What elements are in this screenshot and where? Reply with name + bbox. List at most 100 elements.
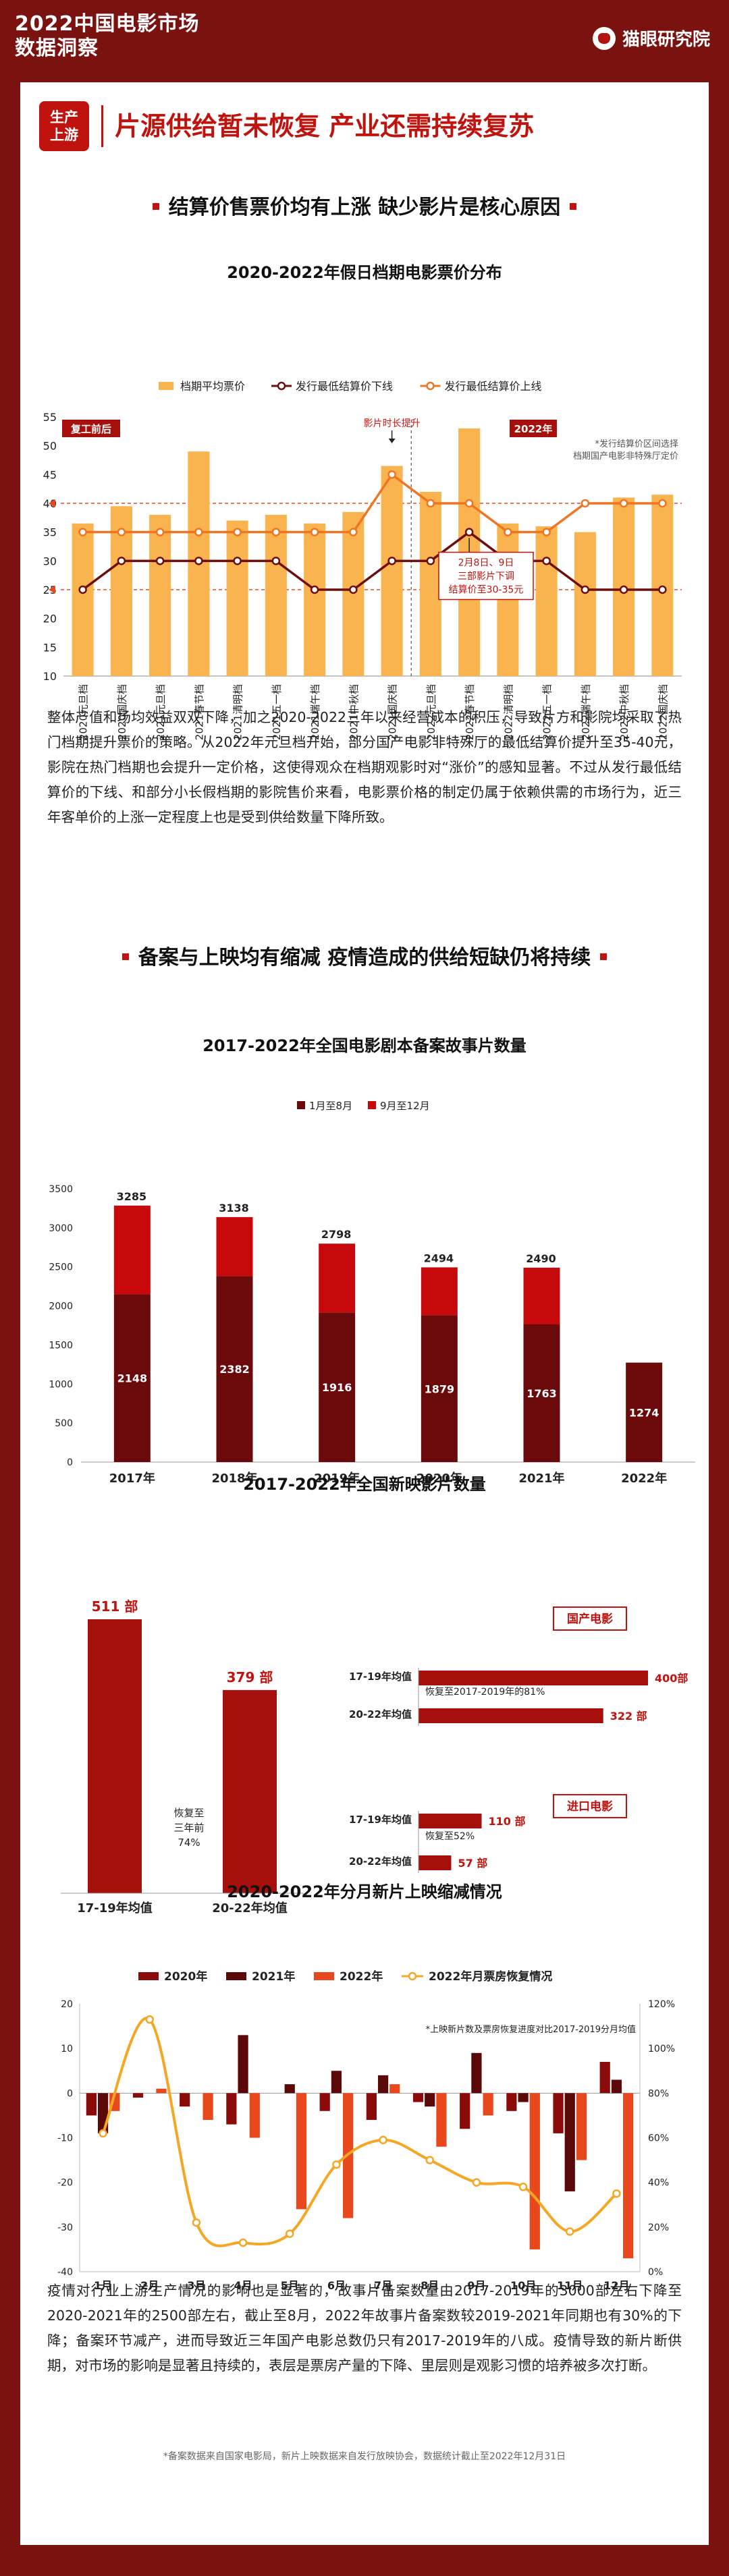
x-tick-label: 2022中秋档 <box>618 684 630 740</box>
bar <box>419 491 441 676</box>
bar <box>319 2093 330 2111</box>
group-tag-label: 国产电影 <box>567 1612 613 1626</box>
bar <box>97 2093 109 2133</box>
annotation-label: 影片时长提升 <box>364 418 421 429</box>
bar <box>529 2093 540 2249</box>
line-point <box>426 557 435 565</box>
y-tick-label: 0 <box>67 1457 73 1468</box>
bullet-square-icon <box>152 202 159 210</box>
y-tick-label: 20 <box>43 613 57 625</box>
bar <box>381 466 403 676</box>
bar <box>599 2062 610 2094</box>
x-tick-label: 2021端午档 <box>309 684 321 740</box>
y-tick-label: 35 <box>43 526 57 539</box>
y2-tick-label: 40% <box>648 2178 669 2189</box>
line-point <box>425 2156 434 2164</box>
line-point <box>542 557 551 565</box>
line-point <box>379 2135 387 2145</box>
x-tick-label: 2021春节档 <box>193 684 205 740</box>
paragraph-2: 疫情对行业上游生产情况的影响也是显著的，故事片备案数量由2017-2019年的3… <box>47 2283 682 2374</box>
x-tick-label: 2017年 <box>109 1471 155 1486</box>
line-point <box>117 557 126 565</box>
line-point <box>387 470 396 479</box>
x-tick-label: 2022春节档 <box>464 684 476 740</box>
legend-swatch <box>138 1972 159 1980</box>
x-tick-label: 3月 <box>187 2279 205 2292</box>
bullet-square-icon <box>122 953 129 960</box>
bar-segment <box>523 1267 560 1324</box>
bar-segment <box>626 1362 663 1462</box>
x-tick-label: 8月 <box>421 2279 439 2292</box>
row-label: 20-22年均值 <box>349 1708 412 1720</box>
bar <box>574 532 596 676</box>
bar <box>238 2035 248 2094</box>
bar-segment <box>113 1205 151 1295</box>
row-label: 20-22年均值 <box>349 1855 412 1868</box>
chart4-title: 2020-2022年分月新片上映缩减情况 <box>227 1882 502 1901</box>
series-line <box>82 472 663 534</box>
y-tick-label: 20 <box>61 1999 73 2010</box>
line-point <box>504 528 512 536</box>
divider <box>101 105 103 147</box>
line-point <box>658 585 667 594</box>
script-filing-chart: 1月至8月 9月至12月 0 500 1000 1500 2000 2500 3000 3500 2… <box>49 1100 695 1486</box>
bar-total-label: 2494 <box>424 1252 454 1264</box>
bar <box>418 1814 482 1828</box>
bullet-square-icon <box>570 202 577 210</box>
y-tick-label: 10 <box>43 670 57 683</box>
bar-segment <box>216 1216 253 1277</box>
y-tick-label: 500 <box>55 1418 73 1429</box>
x-tick-label: 2022国庆档 <box>657 684 669 740</box>
x-tick-label: 2018年 <box>211 1471 257 1486</box>
legend-swatch <box>297 1101 305 1109</box>
bar-segment <box>319 1243 356 1313</box>
bar <box>389 2084 400 2094</box>
y-tick-label: -30 <box>57 2222 73 2233</box>
line-point <box>271 557 281 565</box>
bar <box>518 2093 529 2102</box>
legend-label: 2022年月票房恢复情况 <box>429 1969 552 1984</box>
y-tick-label: -40 <box>57 2267 73 2278</box>
x-tick-label: 2022端午档 <box>580 684 592 740</box>
line-point <box>580 499 590 508</box>
line-point <box>271 528 281 536</box>
y-tick-label: 10 <box>61 2044 73 2054</box>
bar-value-label: 1916 <box>322 1381 352 1394</box>
bar-value-label: 379 部 <box>227 1669 273 1685</box>
x-tick-label: 2月 <box>140 2279 159 2292</box>
bar-segment <box>113 1294 151 1462</box>
monthly-release-chart: 2020年 2021年 2022年 2022年月票房恢复情况 20 10 0 -10 -20 -3… <box>57 1969 675 2292</box>
bar-value-label: 1763 <box>526 1387 557 1400</box>
bar <box>284 2084 295 2094</box>
line-point <box>194 557 203 565</box>
y-tick-label: 3500 <box>49 1184 73 1195</box>
callout-text: 2月8日、9日 <box>458 558 514 569</box>
y-tick-label: 50 <box>43 440 57 453</box>
reference-arrow-icon <box>49 586 55 594</box>
x-tick-label: 20-22年均值 <box>212 1901 288 1915</box>
chart-note: 档期国产电影非特殊厅定价 <box>573 451 678 461</box>
period-tag <box>62 420 120 437</box>
line-point <box>286 2229 294 2239</box>
bar <box>471 2052 482 2094</box>
bar-value-label: 400部 <box>655 1672 688 1685</box>
line-point <box>155 557 165 565</box>
footnote: *备案数据来自国家电影局，新片上映数据来自发行放映协会，数据统计截止至2022年… <box>163 2451 566 2462</box>
line-point <box>349 528 358 536</box>
bar <box>576 2093 587 2160</box>
y-tick-label: 1500 <box>49 1340 73 1351</box>
line-point <box>464 499 474 508</box>
x-tick-label: 11月 <box>557 2279 583 2292</box>
x-tick-label: 2021国庆档 <box>387 684 399 740</box>
bar-segment <box>523 1324 560 1462</box>
group-tag-label: 进口电影 <box>567 1799 613 1814</box>
maoyan-logo-icon <box>592 26 616 50</box>
bar <box>132 2093 144 2098</box>
bar <box>223 1689 277 1893</box>
line-point <box>145 2015 154 2024</box>
group-tag <box>553 1606 627 1631</box>
line-point <box>310 585 319 594</box>
y-tick-label: 1000 <box>49 1379 73 1390</box>
line-point <box>612 2189 621 2198</box>
